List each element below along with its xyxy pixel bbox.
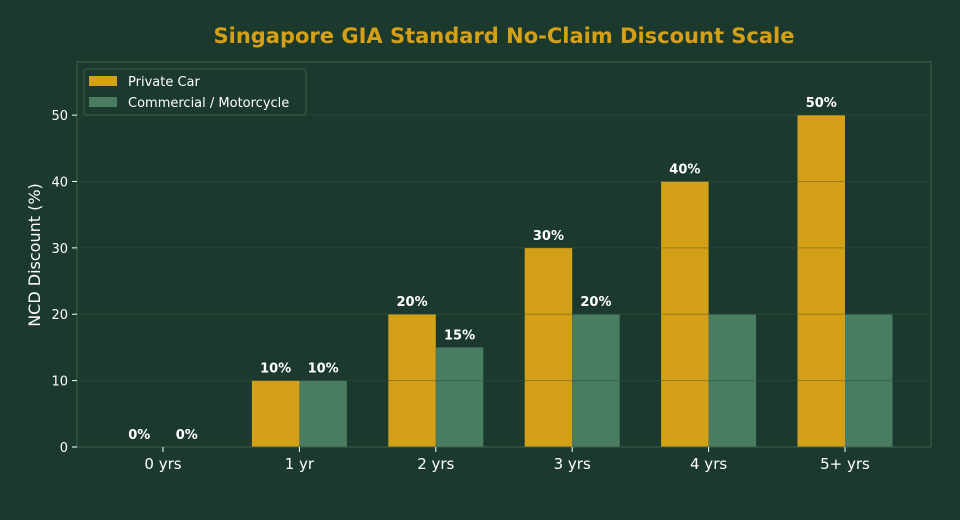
bar-private-car-4 [661, 181, 709, 447]
x-tick-label-3: 3 yrs [554, 455, 591, 473]
axes-frame [76, 61, 932, 448]
bar-private-car-2 [388, 314, 436, 447]
x-tick-label-5: 5+ yrs [820, 455, 870, 473]
y-tick-label-0: 0 [60, 441, 68, 456]
bar-commercial-2 [435, 347, 484, 447]
legend-swatch-commercial-motorcycle [89, 97, 117, 107]
data-label-private-car-4: 40% [669, 162, 700, 177]
x-tick-label-2: 2 yrs [417, 455, 454, 473]
data-label-private-car-0: 0% [128, 428, 150, 443]
data-label-private-car-5: 50% [806, 96, 837, 111]
legend-swatch-private-car [89, 76, 117, 86]
legend-label-private-car: Private Car [128, 75, 200, 90]
bar-commercial-4 [708, 314, 757, 447]
bar-commercial-3 [572, 314, 620, 447]
x-tick-label-0: 0 yrs [144, 455, 181, 473]
x-tick-label-1: 1 yr [285, 455, 315, 473]
y-tick-label-10: 10 [51, 375, 68, 390]
bar-private-car-5 [797, 115, 845, 447]
data-label-commercial-1: 10% [308, 362, 339, 377]
bar-commercial-1 [299, 380, 347, 447]
y-axis-label: NCD Discount (%) [25, 183, 44, 327]
bar-private-car-1 [251, 380, 300, 447]
y-ticks: 0 10 20 30 40 50 [51, 109, 77, 456]
legend: Private Car Commercial / Motorcycle [83, 68, 307, 116]
y-tick-label-40: 40 [51, 175, 68, 190]
data-label-commercial-0: 0% [176, 428, 198, 443]
data-label-private-car-1: 10% [260, 362, 291, 377]
data-label-commercial-2: 15% [444, 328, 475, 343]
data-label-private-car-2: 20% [396, 295, 427, 310]
bar-commercial-5 [845, 314, 893, 447]
bar-private-car-3 [524, 247, 573, 447]
y-tick-label-50: 50 [51, 109, 68, 124]
y-tick-label-20: 20 [51, 308, 68, 323]
data-label-private-car-3: 30% [533, 229, 564, 244]
chart-title: Singapore GIA Standard No-Claim Discount… [214, 24, 795, 48]
bars [251, 115, 893, 447]
legend-label-commercial-motorcycle: Commercial / Motorcycle [128, 96, 289, 111]
x-ticks: 0 yrs 1 yr 2 yrs 3 yrs 4 yrs 5+ yrs [144, 447, 870, 473]
x-tick-label-4: 4 yrs [690, 455, 727, 473]
data-label-commercial-3: 20% [580, 295, 611, 310]
legend-box [83, 68, 307, 116]
y-tick-label-30: 30 [51, 242, 68, 257]
data-labels: 0% 0% 10% 10% 20% 15% 30% 20% 40% 50% [128, 96, 837, 443]
